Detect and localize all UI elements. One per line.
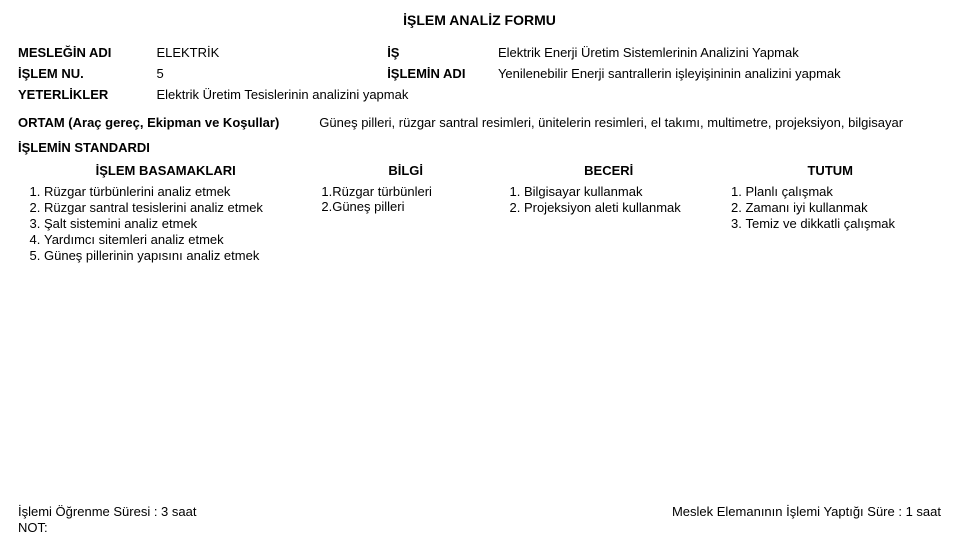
form-title: İŞLEM ANALİZ FORMU	[18, 12, 941, 28]
col-beceri: BECERİ	[498, 159, 720, 182]
col-basamak: İŞLEM BASAMAKLARI	[18, 159, 313, 182]
list-item: Zamanı iyi kullanmak	[745, 200, 933, 215]
list-item: 2.Güneş pilleri	[321, 199, 490, 214]
ortam-value: Güneş pilleri, rüzgar santral resimleri,…	[319, 115, 941, 130]
list-item: Planlı çalışmak	[745, 184, 933, 199]
list-item: Rüzgar santral tesislerini analiz etmek	[44, 200, 305, 215]
islemin-adi-label: İŞLEMİN ADI	[387, 63, 498, 84]
is-value: Elektrik Enerji Üretim Sistemlerinin Ana…	[498, 42, 941, 63]
list-item: Yardımcı sitemleri analiz etmek	[44, 232, 305, 247]
list-item: Bilgisayar kullanmak	[524, 184, 712, 199]
col-bilgi: BİLGİ	[313, 159, 498, 182]
footer-row: İşlemi Öğrenme Süresi : 3 saat Meslek El…	[18, 504, 941, 519]
main-table: İŞLEM BASAMAKLARI BİLGİ BECERİ TUTUM Rüz…	[18, 159, 941, 266]
is-label: İŞ	[387, 42, 498, 63]
list-item: Temiz ve dikkatli çalışmak	[745, 216, 933, 231]
meslek-value: ELEKTRİK	[156, 42, 387, 63]
list-item: Şalt sistemini analiz etmek	[44, 216, 305, 231]
cell-tutum: Planlı çalışmakZamanı iyi kullanmakTemiz…	[719, 182, 941, 266]
meslek-label: MESLEĞİN ADI	[18, 42, 156, 63]
ortam-row: ORTAM (Araç gereç, Ekipman ve Koşullar) …	[18, 115, 941, 130]
footer-right: Meslek Elemanının İşlemi Yaptığı Süre : …	[672, 504, 941, 519]
cell-basamak: Rüzgar türbünlerini analiz etmekRüzgar s…	[18, 182, 313, 266]
cell-bilgi: 1.Rüzgar türbünleri2.Güneş pilleri	[313, 182, 498, 266]
col-tutum: TUTUM	[719, 159, 941, 182]
footer-left: İşlemi Öğrenme Süresi : 3 saat	[18, 504, 196, 519]
list-item: 1.Rüzgar türbünleri	[321, 184, 490, 199]
ortam-label: ORTAM (Araç gereç, Ekipman ve Koşullar)	[18, 115, 279, 130]
footer-note: NOT:	[18, 520, 48, 535]
islem-nu-label: İŞLEM NU.	[18, 63, 156, 84]
header-table: MESLEĞİN ADI ELEKTRİK İŞ Elektrik Enerji…	[18, 42, 941, 105]
islem-nu-value: 5	[156, 63, 387, 84]
standard-label: İŞLEMİN STANDARDI	[18, 140, 941, 155]
list-item: Rüzgar türbünlerini analiz etmek	[44, 184, 305, 199]
list-item: Projeksiyon aleti kullanmak	[524, 200, 712, 215]
list-item: Güneş pillerinin yapısını analiz etmek	[44, 248, 305, 263]
cell-beceri: Bilgisayar kullanmakProjeksiyon aleti ku…	[498, 182, 720, 266]
yeterlikler-label: YETERLİKLER	[18, 84, 156, 105]
islemin-adi-value: Yenilenebilir Enerji santrallerin işleyi…	[498, 63, 941, 84]
yeterlikler-value: Elektrik Üretim Tesislerinin analizini y…	[156, 84, 941, 105]
